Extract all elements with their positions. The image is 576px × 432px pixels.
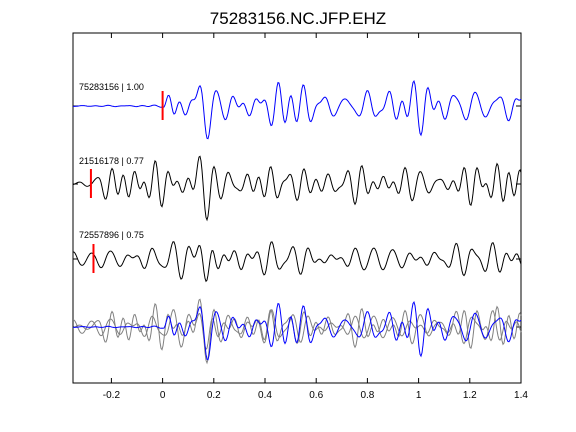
x-tick-label: 1.2 (463, 390, 477, 401)
x-tick-label: 1 (416, 390, 422, 401)
trace-72557896 (72, 241, 522, 283)
x-tick-label: 0.8 (360, 390, 374, 401)
overlay-trace-72557896 (72, 309, 522, 351)
x-tick-label: 0.2 (207, 390, 221, 401)
trace-label-21516178: 21516178 | 0.77 (79, 156, 144, 166)
x-tick-label: 1.4 (514, 390, 528, 401)
trace-label-72557896: 72557896 | 0.75 (79, 230, 144, 240)
x-tick-label: 0.6 (309, 390, 323, 401)
trace-21516178 (72, 155, 522, 222)
overlay-trace-75283156 (72, 300, 522, 361)
trace-label-75283156: 75283156 | 1.00 (79, 82, 144, 92)
trace-labels: 75283156 | 1.00 21516178 | 0.77 72557896 |… (79, 82, 144, 240)
traces (72, 79, 522, 365)
x-tick-label: 0 (160, 390, 166, 401)
plot-frame (72, 32, 522, 384)
x-tick-label: 0.4 (258, 390, 272, 401)
chart-title: 75283156.NC.JFP.EHZ (210, 9, 386, 28)
overlay-trace-21516178 (72, 298, 522, 365)
trace-75283156 (72, 79, 522, 140)
x-tick-label: -0.2 (103, 390, 121, 401)
